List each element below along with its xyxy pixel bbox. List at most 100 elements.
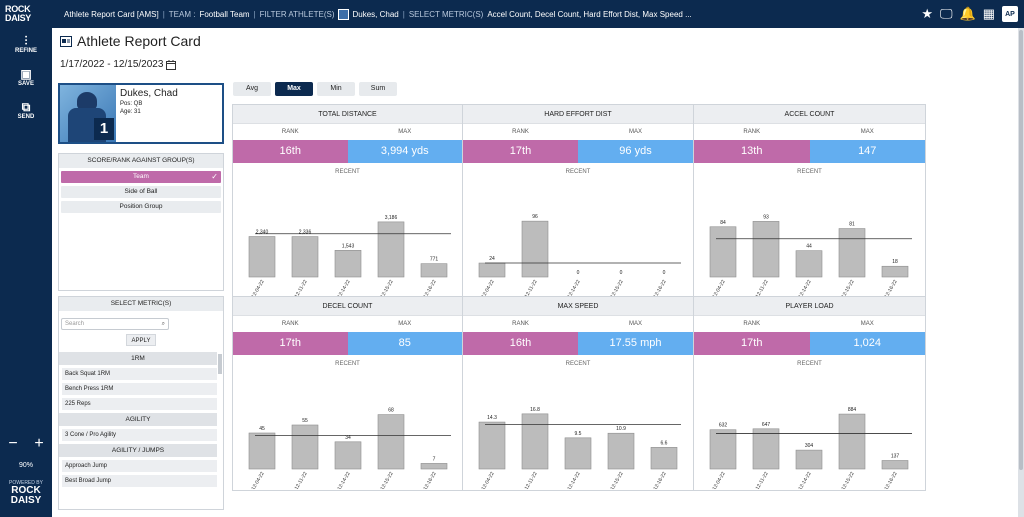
x-tick-label: 12-16-22 <box>884 471 899 489</box>
scrollbar-thumb[interactable] <box>1019 30 1023 470</box>
panel-subheader: RANK MAX <box>233 316 462 332</box>
chart-bar[interactable] <box>709 429 737 470</box>
chart-bar[interactable] <box>478 262 506 278</box>
save-button[interactable]: ▣ SAVE <box>0 61 52 94</box>
bar-value-label: 771 <box>430 257 439 263</box>
brand-line-2: DAISY <box>10 495 42 506</box>
rank-label: RANK <box>281 129 299 135</box>
metric-item[interactable]: Back Squat 1RM <box>62 368 217 380</box>
chart-bar[interactable] <box>291 424 319 470</box>
chart-bar[interactable] <box>752 221 780 278</box>
chart-bar[interactable] <box>881 265 909 278</box>
page-scrollbar[interactable] <box>1018 28 1024 517</box>
metric-filter-value[interactable]: Accel Count, Decel Count, Hard Effort Di… <box>487 9 692 19</box>
bar-value-label: 96 <box>532 214 538 220</box>
bar-value-label: 9.5 <box>575 431 582 437</box>
x-tick-label: 12-11-22 <box>524 471 539 489</box>
date-range-text: 1/17/2022 - 12/15/2023 <box>60 59 164 70</box>
panel-title: ACCEL COUNT <box>694 105 925 124</box>
star-icon[interactable]: ★ <box>921 6 933 21</box>
chart-bar[interactable] <box>420 463 448 470</box>
team-value[interactable]: Football Team <box>199 9 250 19</box>
max-label: MAX <box>628 129 642 135</box>
athlete-card[interactable]: 1 Dukes, Chad Pos: QB Age: 31 <box>58 83 224 144</box>
divider: | <box>162 9 165 19</box>
group-option-position-group[interactable]: Position Group <box>61 201 221 213</box>
recent-label: RECENT <box>565 169 591 175</box>
chart-bar[interactable] <box>752 428 780 470</box>
stat-button-sum[interactable]: Sum <box>359 82 397 96</box>
metric-item[interactable]: Bench Press 1RM <box>62 383 217 395</box>
monitor-icon[interactable]: 🖵 <box>939 6 953 21</box>
group-option-side-of-ball[interactable]: Side of Ball <box>61 186 221 198</box>
athlete-position: Pos: QB <box>120 101 143 107</box>
chart-bar[interactable] <box>564 437 592 470</box>
rank-label: RANK <box>512 321 529 327</box>
bar-value-label: 2,336 <box>299 230 312 236</box>
rank-value: 13th <box>694 140 810 163</box>
stat-button-min[interactable]: Min <box>317 82 355 96</box>
rockdaisy-logo[interactable]: ROCK DAISY <box>0 0 54 28</box>
chart-bar[interactable] <box>248 432 276 470</box>
chart-bar[interactable] <box>650 447 678 470</box>
chart-bar[interactable] <box>334 441 362 470</box>
chart-bar[interactable] <box>248 236 276 278</box>
send-button[interactable]: ⧉ SEND <box>0 94 52 127</box>
bar-value-label: 884 <box>848 407 857 413</box>
metric-item[interactable]: Approach Jump <box>62 460 217 472</box>
check-icon: ✓ <box>211 172 218 181</box>
chart-bar[interactable] <box>377 414 405 470</box>
rank-label: RANK <box>281 321 299 327</box>
x-tick-label: 12-04-22 <box>251 279 266 297</box>
max-value: 147 <box>809 140 925 163</box>
metric-item[interactable]: 3 Cone / Pro Agility <box>62 429 217 441</box>
chart-bar[interactable] <box>291 236 319 278</box>
apply-button[interactable]: APPLY <box>126 334 156 346</box>
panel-values: 17th 85 <box>233 332 462 355</box>
athlete-filter-value[interactable]: Dukes, Chad <box>352 9 399 19</box>
bar-value-label: 16.8 <box>530 407 540 413</box>
panel-values: 17th 96 yds <box>463 140 693 163</box>
floppy-icon: ▣ <box>20 67 32 81</box>
bar-value-label: 3,186 <box>385 215 398 221</box>
date-range[interactable]: 1/17/2022 - 12/15/2023 <box>60 59 177 70</box>
metric-item[interactable]: Best Broad Jump <box>62 475 217 487</box>
zoom-in-button[interactable]: + <box>34 435 44 452</box>
chart-bar[interactable] <box>838 228 866 278</box>
metric-search-input[interactable]: Search ⌕ <box>61 318 169 330</box>
sliders-icon: ⫶ <box>24 34 28 48</box>
group-option-team[interactable]: Team ✓ <box>61 171 221 183</box>
metric-item[interactable]: 225 Reps <box>62 398 217 410</box>
zoom-out-button[interactable]: − <box>8 435 18 452</box>
chart-bar[interactable] <box>881 460 909 470</box>
chart-bar[interactable] <box>838 413 866 470</box>
chart-bar[interactable] <box>334 250 362 278</box>
top-icons: ★ 🖵 🔔 ▦ AP <box>921 0 1018 28</box>
refine-button[interactable]: ⫶ REFINE <box>0 28 52 61</box>
grid-icon[interactable]: ▦ <box>982 6 995 21</box>
rank-value: 17th <box>233 332 348 355</box>
chart-bar[interactable] <box>607 432 635 470</box>
bar-value-label: 18 <box>892 259 898 265</box>
helmet-shape <box>77 92 97 110</box>
max-label: MAX <box>628 321 642 327</box>
stat-button-avg[interactable]: Avg <box>233 82 271 96</box>
panel-values: 13th 147 <box>694 140 925 163</box>
chart-bar[interactable] <box>709 226 737 278</box>
chart-bar[interactable] <box>795 250 823 278</box>
chart-svg: 2,340 12-04-22 2,336 12-11-22 1,543 12-14-22 3… <box>248 215 451 297</box>
stat-button-max[interactable]: Max <box>275 82 313 96</box>
bar-value-label: 137 <box>891 453 900 459</box>
chart-bar[interactable] <box>478 421 506 470</box>
avatar[interactable]: AP <box>1002 6 1018 22</box>
metric-list-scrollbar[interactable] <box>218 354 222 374</box>
calendar-icon[interactable] <box>166 59 177 70</box>
bell-icon[interactable]: 🔔 <box>959 6 976 21</box>
bar-value-label: 44 <box>806 244 812 250</box>
chart-bar[interactable] <box>521 413 549 470</box>
chart-bar[interactable] <box>521 220 549 278</box>
chart-bar[interactable] <box>420 263 448 278</box>
send-icon: ⧉ <box>21 100 31 114</box>
chart-bar[interactable] <box>377 221 405 278</box>
chart-bar[interactable] <box>795 449 823 470</box>
